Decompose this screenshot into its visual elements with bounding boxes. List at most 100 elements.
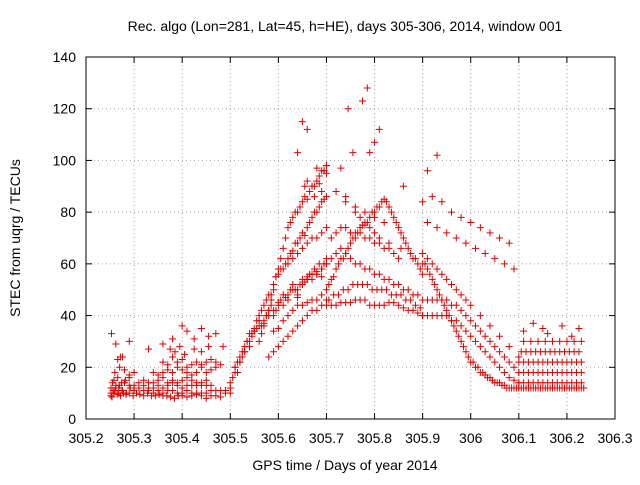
data-point	[457, 322, 465, 330]
x-tick-label: 305.6	[261, 430, 296, 446]
y-tick-label: 0	[68, 411, 76, 427]
data-point	[318, 265, 326, 273]
data-point	[188, 371, 196, 379]
data-point	[366, 234, 374, 242]
data-point	[310, 182, 318, 190]
data-point	[125, 371, 133, 379]
data-point	[171, 348, 179, 356]
data-point	[119, 387, 127, 395]
data-point	[385, 203, 393, 211]
data-point	[313, 296, 321, 304]
data-point	[383, 198, 391, 206]
data-point	[505, 358, 513, 366]
data-point	[306, 218, 314, 226]
data-point	[294, 149, 302, 157]
data-point	[270, 286, 278, 294]
data-point	[375, 203, 383, 211]
y-tick-label: 80	[60, 204, 76, 220]
data-point	[197, 325, 205, 332]
data-point	[322, 286, 330, 294]
data-point	[250, 325, 258, 332]
data-point	[322, 260, 330, 268]
data-point	[296, 203, 304, 211]
data-point	[371, 229, 379, 237]
data-point	[416, 265, 424, 273]
data-point	[169, 353, 177, 361]
plot-frame	[85, 56, 616, 420]
data-point	[121, 376, 129, 384]
data-point	[481, 348, 489, 356]
data-point	[164, 361, 172, 369]
data-point	[462, 312, 470, 320]
data-point	[301, 231, 309, 239]
data-point	[289, 247, 297, 255]
data-point	[474, 363, 482, 371]
data-point	[325, 281, 333, 289]
data-point	[197, 348, 205, 356]
data-point	[342, 250, 350, 258]
data-point	[347, 255, 354, 263]
data-point	[169, 335, 177, 343]
data-point	[491, 343, 499, 351]
data-point	[173, 358, 181, 366]
data-point	[178, 376, 186, 384]
data-point	[229, 374, 237, 382]
data-point	[529, 319, 537, 327]
data-point	[114, 374, 122, 382]
data-point	[575, 348, 583, 356]
data-point	[286, 218, 294, 226]
data-point	[178, 356, 186, 364]
data-point	[303, 224, 311, 232]
y-tick-label: 140	[53, 49, 77, 65]
data-point	[226, 379, 234, 387]
data-point	[462, 348, 470, 356]
data-point	[428, 260, 436, 268]
data-point	[169, 368, 177, 376]
data-point	[428, 193, 436, 201]
data-point	[575, 325, 583, 332]
data-point	[163, 392, 171, 400]
data-point	[178, 322, 186, 330]
x-tick-label: 305.5	[213, 430, 248, 446]
data-point	[303, 177, 311, 185]
data-point	[556, 337, 564, 345]
data-point	[476, 224, 484, 232]
data-point	[462, 239, 470, 247]
data-point	[577, 368, 585, 376]
data-point	[135, 379, 143, 387]
data-point	[548, 337, 556, 345]
data-point	[260, 301, 268, 309]
data-point	[231, 363, 239, 371]
data-point	[136, 390, 144, 398]
data-point	[356, 260, 364, 268]
data-point	[433, 224, 441, 232]
data-point	[520, 327, 528, 335]
data-point	[330, 273, 338, 281]
data-point	[313, 234, 321, 242]
data-point	[443, 229, 451, 237]
data-point	[520, 337, 528, 345]
data-point	[318, 291, 326, 299]
data-point	[577, 379, 585, 387]
grid-lines	[86, 57, 615, 419]
data-point	[253, 317, 261, 325]
data-point	[274, 325, 282, 332]
data-point	[178, 384, 186, 392]
data-point	[284, 224, 292, 232]
data-point	[315, 180, 323, 188]
data-point	[318, 273, 326, 281]
data-point	[496, 234, 504, 242]
x-tick-label: 306.3	[597, 430, 632, 446]
data-point	[334, 291, 342, 299]
data-point	[452, 286, 460, 294]
data-point	[190, 345, 198, 353]
data-point	[375, 234, 383, 242]
data-point	[167, 393, 175, 401]
data-point	[322, 224, 330, 232]
data-point	[337, 244, 345, 252]
data-point	[119, 353, 127, 361]
data-point	[500, 260, 508, 268]
data-point	[447, 208, 455, 216]
data-point	[207, 356, 215, 364]
data-point	[423, 218, 431, 226]
